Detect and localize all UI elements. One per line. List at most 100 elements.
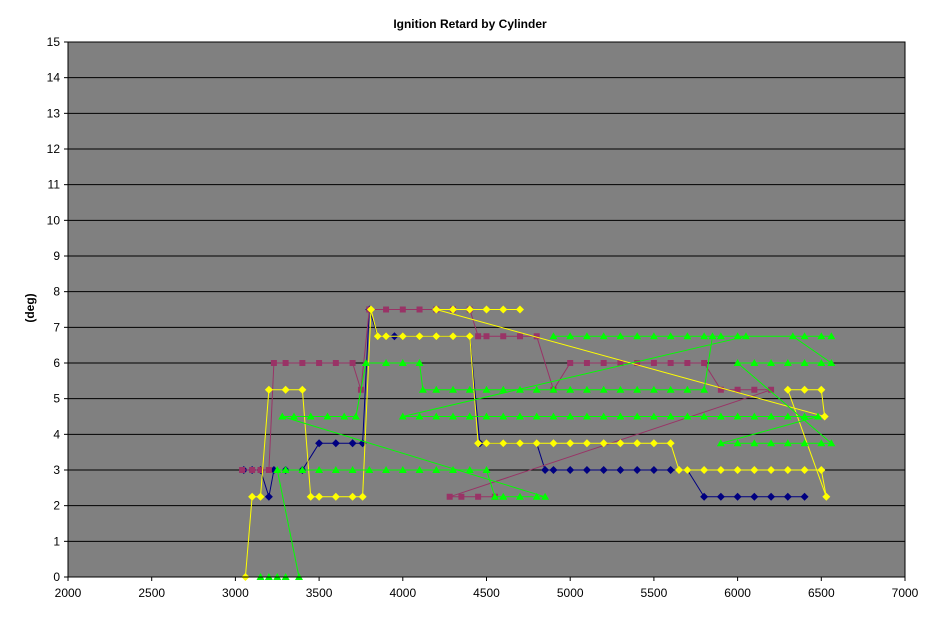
data-point xyxy=(475,333,482,340)
x-tick-label: 2500 xyxy=(138,586,165,600)
data-point xyxy=(733,492,742,501)
data-point xyxy=(616,466,625,474)
data-point xyxy=(783,492,792,501)
data-point xyxy=(750,359,759,366)
data-point xyxy=(382,466,391,473)
data-point xyxy=(382,359,391,366)
data-point xyxy=(432,305,441,314)
data-point xyxy=(741,332,750,340)
data-point xyxy=(515,385,524,393)
data-point xyxy=(684,360,691,366)
y-tick-label: 1 xyxy=(53,534,60,548)
x-tick-label: 6500 xyxy=(808,586,835,600)
data-point xyxy=(783,385,792,394)
data-point xyxy=(549,385,558,393)
data-point xyxy=(633,439,642,448)
data-point xyxy=(822,492,831,501)
data-point xyxy=(373,332,382,341)
data-point xyxy=(482,385,491,393)
data-point xyxy=(549,439,558,448)
data-point xyxy=(716,439,725,447)
data-point xyxy=(332,360,339,366)
data-point xyxy=(366,305,375,314)
data-point xyxy=(432,466,441,473)
y-tick-label: 13 xyxy=(47,106,61,120)
data-point xyxy=(398,359,407,366)
data-point xyxy=(817,466,826,474)
data-point xyxy=(483,333,490,340)
data-point xyxy=(716,492,725,501)
data-point xyxy=(750,466,759,474)
data-point xyxy=(239,467,246,473)
data-point xyxy=(549,412,558,420)
data-point xyxy=(500,333,507,340)
data-point xyxy=(666,332,675,340)
data-point xyxy=(717,386,724,393)
data-point xyxy=(331,439,340,448)
data-point xyxy=(820,412,829,421)
y-tick-label: 8 xyxy=(53,285,60,299)
x-tick-label: 4500 xyxy=(473,586,500,600)
data-point xyxy=(817,359,826,366)
data-point xyxy=(633,466,642,474)
y-tick-label: 3 xyxy=(53,463,60,477)
data-point xyxy=(827,439,836,447)
x-tick-label: 7000 xyxy=(892,586,919,600)
data-point xyxy=(783,359,792,366)
data-point xyxy=(418,385,427,393)
data-point xyxy=(817,439,826,447)
data-point xyxy=(633,412,642,420)
data-point xyxy=(249,467,256,473)
data-point xyxy=(649,332,658,340)
data-point xyxy=(616,412,625,420)
data-point xyxy=(700,332,709,340)
data-point xyxy=(650,360,657,366)
data-point xyxy=(541,466,550,474)
y-tick-label: 5 xyxy=(53,392,60,406)
data-point xyxy=(813,412,822,420)
data-point xyxy=(365,466,374,473)
data-point xyxy=(649,466,658,474)
data-point xyxy=(281,385,290,394)
series-3 xyxy=(241,305,831,581)
data-point xyxy=(582,385,591,393)
y-tick-label: 6 xyxy=(53,356,60,370)
data-point xyxy=(299,360,306,366)
data-point xyxy=(323,412,332,420)
data-point xyxy=(398,332,407,341)
data-point xyxy=(449,332,458,341)
data-point xyxy=(361,359,370,366)
x-tick-label: 5000 xyxy=(557,586,584,600)
y-tick-label: 4 xyxy=(53,427,60,441)
data-point xyxy=(264,385,273,394)
data-point xyxy=(351,412,360,420)
data-point xyxy=(800,492,809,501)
data-point xyxy=(532,385,541,393)
data-point xyxy=(649,439,658,448)
data-point xyxy=(278,412,287,420)
data-point xyxy=(315,492,324,501)
data-point xyxy=(449,385,458,393)
data-point xyxy=(649,412,658,420)
data-point xyxy=(532,439,541,448)
data-point xyxy=(298,466,307,473)
data-point xyxy=(566,332,575,340)
data-point xyxy=(349,360,356,366)
data-point xyxy=(499,492,508,500)
data-point xyxy=(475,493,482,500)
data-point xyxy=(700,412,709,420)
data-point xyxy=(616,332,625,340)
series-4 xyxy=(256,332,836,580)
data-point xyxy=(827,359,836,366)
x-tick-label: 3500 xyxy=(306,586,333,600)
y-tick-label: 9 xyxy=(53,249,60,263)
data-point xyxy=(340,412,349,420)
data-point xyxy=(683,332,692,340)
data-point xyxy=(281,466,290,473)
data-point xyxy=(306,412,315,420)
data-point xyxy=(666,412,675,420)
data-point xyxy=(634,360,641,366)
data-point xyxy=(273,466,282,473)
